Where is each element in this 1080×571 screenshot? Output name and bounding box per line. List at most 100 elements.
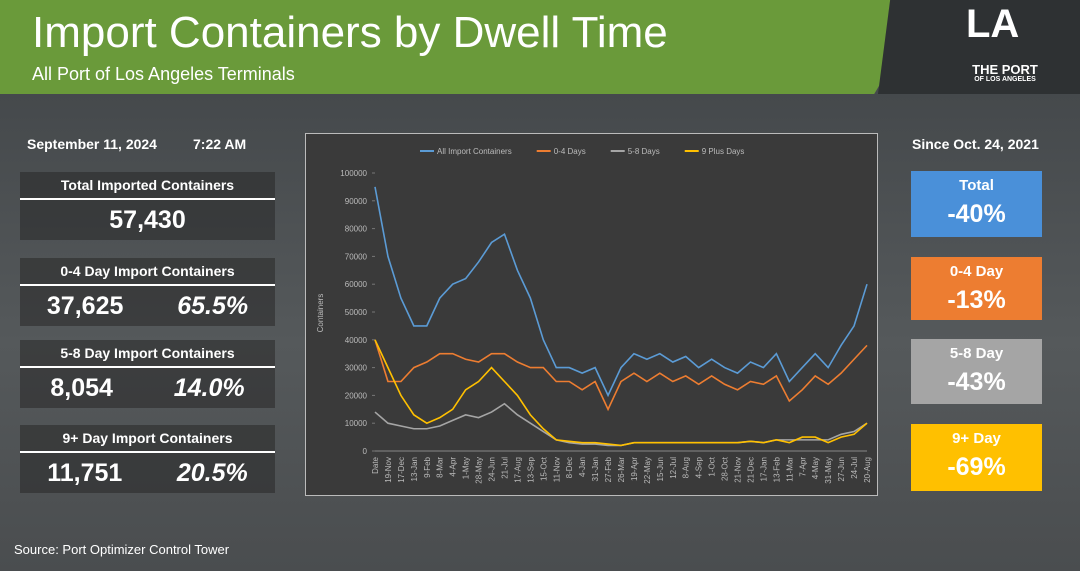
y-tick-label: 40000 [345, 336, 368, 345]
date: September 11, 2024 [27, 136, 157, 152]
stat-percent: 65.5% [177, 292, 249, 320]
x-tick-label: 7-Apr [798, 457, 807, 477]
x-tick-label: 11-Mar [785, 457, 794, 482]
x-tick-label: 8-Aug [682, 457, 691, 478]
logo-text: THE PORT [972, 62, 1038, 77]
x-tick-label: 24-Jul [850, 457, 859, 479]
x-tick-label: 13-Sep [526, 456, 535, 482]
y-tick-label: 0 [363, 447, 368, 456]
x-tick-label: 8-Dec [565, 457, 574, 478]
y-tick-label: 20000 [345, 391, 368, 400]
chart-panel [305, 133, 878, 496]
change-value: -43% [947, 368, 1006, 396]
stat-value: 57,430 [109, 206, 186, 234]
x-tick-label: 13-Jan [410, 457, 419, 481]
series-line [374, 186, 868, 398]
change-box: 9+ Day -69% [911, 424, 1042, 491]
y-tick-label: 80000 [345, 225, 368, 234]
change-value: -13% [947, 286, 1006, 314]
x-tick-label: 21-Nov [734, 457, 743, 483]
x-tick-label: 20-Aug [863, 457, 872, 483]
x-tick-label: 4-Sep [695, 456, 704, 478]
legend-label: All Import Containers [437, 147, 512, 156]
stat-panel: 9+ Day Import Containers 11,751 20.5% [20, 425, 275, 493]
y-tick-label: 70000 [345, 252, 368, 261]
y-tick-label: 10000 [345, 419, 368, 428]
stat-label: 5-8 Day Import Containers [20, 340, 275, 368]
y-tick-label: 60000 [345, 280, 368, 289]
x-tick-label: 4-Apr [449, 457, 458, 477]
y-tick-label: 100000 [340, 169, 367, 178]
stat-panel: 0-4 Day Import Containers 37,625 65.5% [20, 258, 275, 326]
x-tick-label: 15-Jun [656, 457, 665, 481]
x-tick-label: 31-Jan [591, 457, 600, 481]
change-box: 5-8 Day -43% [911, 339, 1042, 404]
x-tick-label: 26-Mar [617, 457, 626, 483]
x-tick-label: 1-May [462, 457, 471, 479]
x-tick-label: 21-Jul [500, 457, 509, 479]
logo [878, 0, 1080, 94]
stat-value: 11,751 [47, 459, 123, 487]
y-axis-label: Containers [316, 294, 325, 333]
stat-label: 9+ Day Import Containers [20, 425, 275, 453]
header-band [0, 0, 930, 94]
x-tick-label: 27-Feb [604, 456, 613, 482]
x-tick-label: 27-Jun [837, 457, 846, 481]
x-tick-label: 24-Jun [488, 457, 497, 481]
x-tick-label: Date [371, 456, 380, 473]
stat-percent: 20.5% [176, 459, 248, 487]
stat-value: 37,625 [46, 292, 124, 320]
change-label: Total [959, 177, 994, 194]
x-tick-label: 17-Aug [513, 457, 522, 483]
stat-panel: Total Imported Containers 57,430 [20, 172, 275, 240]
change-label: 0-4 Day [949, 263, 1004, 280]
series-line [374, 339, 868, 447]
stat-values: 8,054 14.0% [20, 368, 275, 408]
x-tick-label: 8-Mar [436, 457, 445, 478]
x-tick-label: 11-Nov [552, 457, 561, 482]
x-tick-label: 19-Apr [630, 457, 639, 481]
stat-percent: 14.0% [173, 374, 245, 402]
x-tick-label: 28-Oct [721, 456, 730, 481]
x-tick-label: 28-May [475, 457, 484, 484]
x-tick-label: 13-Feb [772, 456, 781, 482]
series-line [374, 339, 868, 412]
y-tick-label: 30000 [345, 364, 368, 373]
x-tick-label: 17-Dec [397, 457, 406, 483]
stat-label: Total Imported Containers [20, 172, 275, 200]
stat-panel: 5-8 Day Import Containers 8,054 14.0% [20, 340, 275, 408]
x-tick-label: 21-Dec [746, 457, 755, 483]
x-tick-label: 31-May [824, 457, 833, 484]
since: Since Oct. 24, 2021 [912, 136, 1039, 152]
x-tick-label: 19-Nov [384, 457, 393, 483]
change-value: -40% [947, 200, 1006, 228]
x-tick-label: 17-Jan [759, 457, 768, 481]
change-value: -69% [947, 453, 1006, 481]
stat-value: 8,054 [50, 374, 113, 402]
x-tick-label: 12-Jul [669, 457, 678, 479]
logo-text: OF LOS ANGELES [974, 76, 1036, 83]
x-tick-label: 1-Oct [708, 456, 717, 476]
legend-label: 0-4 Days [554, 147, 586, 156]
x-tick-label: 4-May [811, 457, 820, 479]
source: Source: Port Optimizer Control Tower [14, 542, 230, 557]
stat-values: 57,430 [20, 200, 275, 240]
chart: Containers 0 10000 20000 30000 40000 50000 600… [305, 133, 878, 496]
x-tick-label: 4-Jan [578, 457, 587, 477]
change-box: Total -40% [911, 171, 1042, 237]
y-tick-label: 50000 [345, 308, 368, 317]
logo-mark: LA [966, 2, 1020, 46]
x-tick-label: 22-May [643, 457, 652, 484]
change-label: 9+ Day [952, 430, 1001, 447]
change-box: 0-4 Day -13% [911, 257, 1042, 320]
legend-label: 9 Plus Days [702, 147, 745, 156]
x-tick-label: 9-Feb [423, 456, 432, 477]
subtitle: All Port of Los Angeles Terminals [32, 64, 295, 84]
time: 7:22 AM [193, 136, 247, 152]
stat-values: 37,625 65.5% [20, 286, 275, 326]
title: Import Containers by Dwell Time [32, 8, 668, 57]
stat-label: 0-4 Day Import Containers [20, 258, 275, 286]
x-tick-label: 15-Oct [539, 456, 548, 481]
stat-values: 11,751 20.5% [20, 453, 275, 493]
